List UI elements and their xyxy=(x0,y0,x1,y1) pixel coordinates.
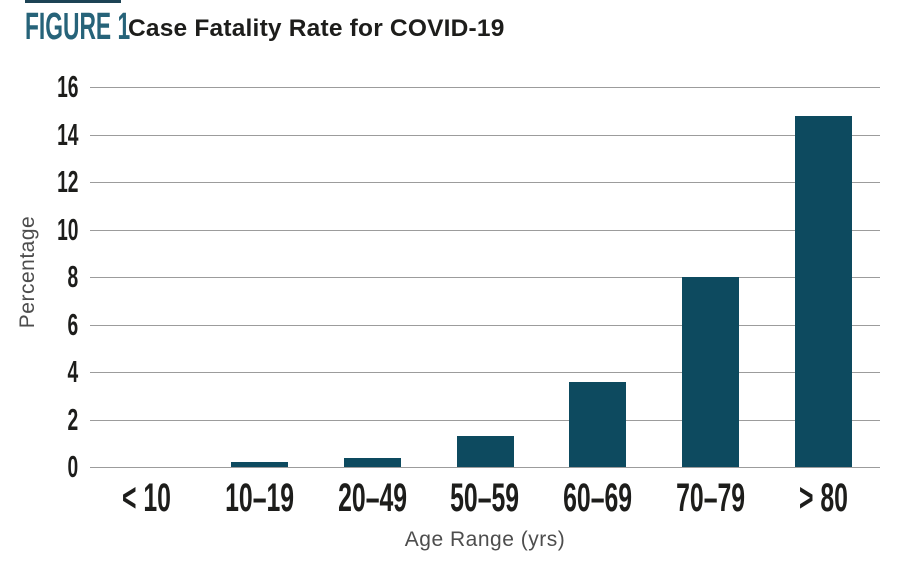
gridline xyxy=(90,87,880,88)
y-tick-label: 14 xyxy=(56,116,78,152)
gridline xyxy=(90,182,880,183)
bar xyxy=(343,457,401,467)
y-tick-label: 8 xyxy=(67,259,78,294)
gridline xyxy=(90,134,880,136)
y-tick-label: 2 xyxy=(67,401,78,437)
gridline xyxy=(90,419,880,421)
gridline xyxy=(90,324,880,326)
figure-label: FIGURE 1 xyxy=(25,6,131,48)
gridline xyxy=(90,277,880,278)
bar xyxy=(230,462,288,467)
figure-title: Case Fatality Rate for COVID-19 xyxy=(128,15,505,42)
x-tick-label: > 80 xyxy=(799,476,849,520)
x-tick-label: 10–19 xyxy=(224,476,294,520)
gridline xyxy=(90,372,880,373)
y-axis-title: Percentage xyxy=(16,215,39,329)
y-tick-label: 12 xyxy=(56,164,78,199)
y-tick-label: 10 xyxy=(56,211,78,247)
bar xyxy=(795,115,853,467)
x-tick-label: 70–79 xyxy=(676,476,746,520)
gridline xyxy=(90,467,880,468)
x-tick-label: < 10 xyxy=(121,476,171,520)
gridline xyxy=(90,229,880,231)
y-tick-label: 16 xyxy=(56,69,78,104)
y-tick-label: 6 xyxy=(67,306,78,342)
y-tick-label: 0 xyxy=(67,449,78,484)
bar xyxy=(569,381,627,467)
x-tick-label: 60–69 xyxy=(563,476,633,520)
bar xyxy=(682,277,740,467)
y-tick-label: 4 xyxy=(67,354,78,389)
x-tick-label: 50–59 xyxy=(450,476,520,520)
x-axis-title: Age Range (yrs) xyxy=(404,528,566,551)
bar xyxy=(456,436,514,467)
x-tick-label: 20–49 xyxy=(337,476,407,520)
cropped-top-rule xyxy=(25,0,121,3)
